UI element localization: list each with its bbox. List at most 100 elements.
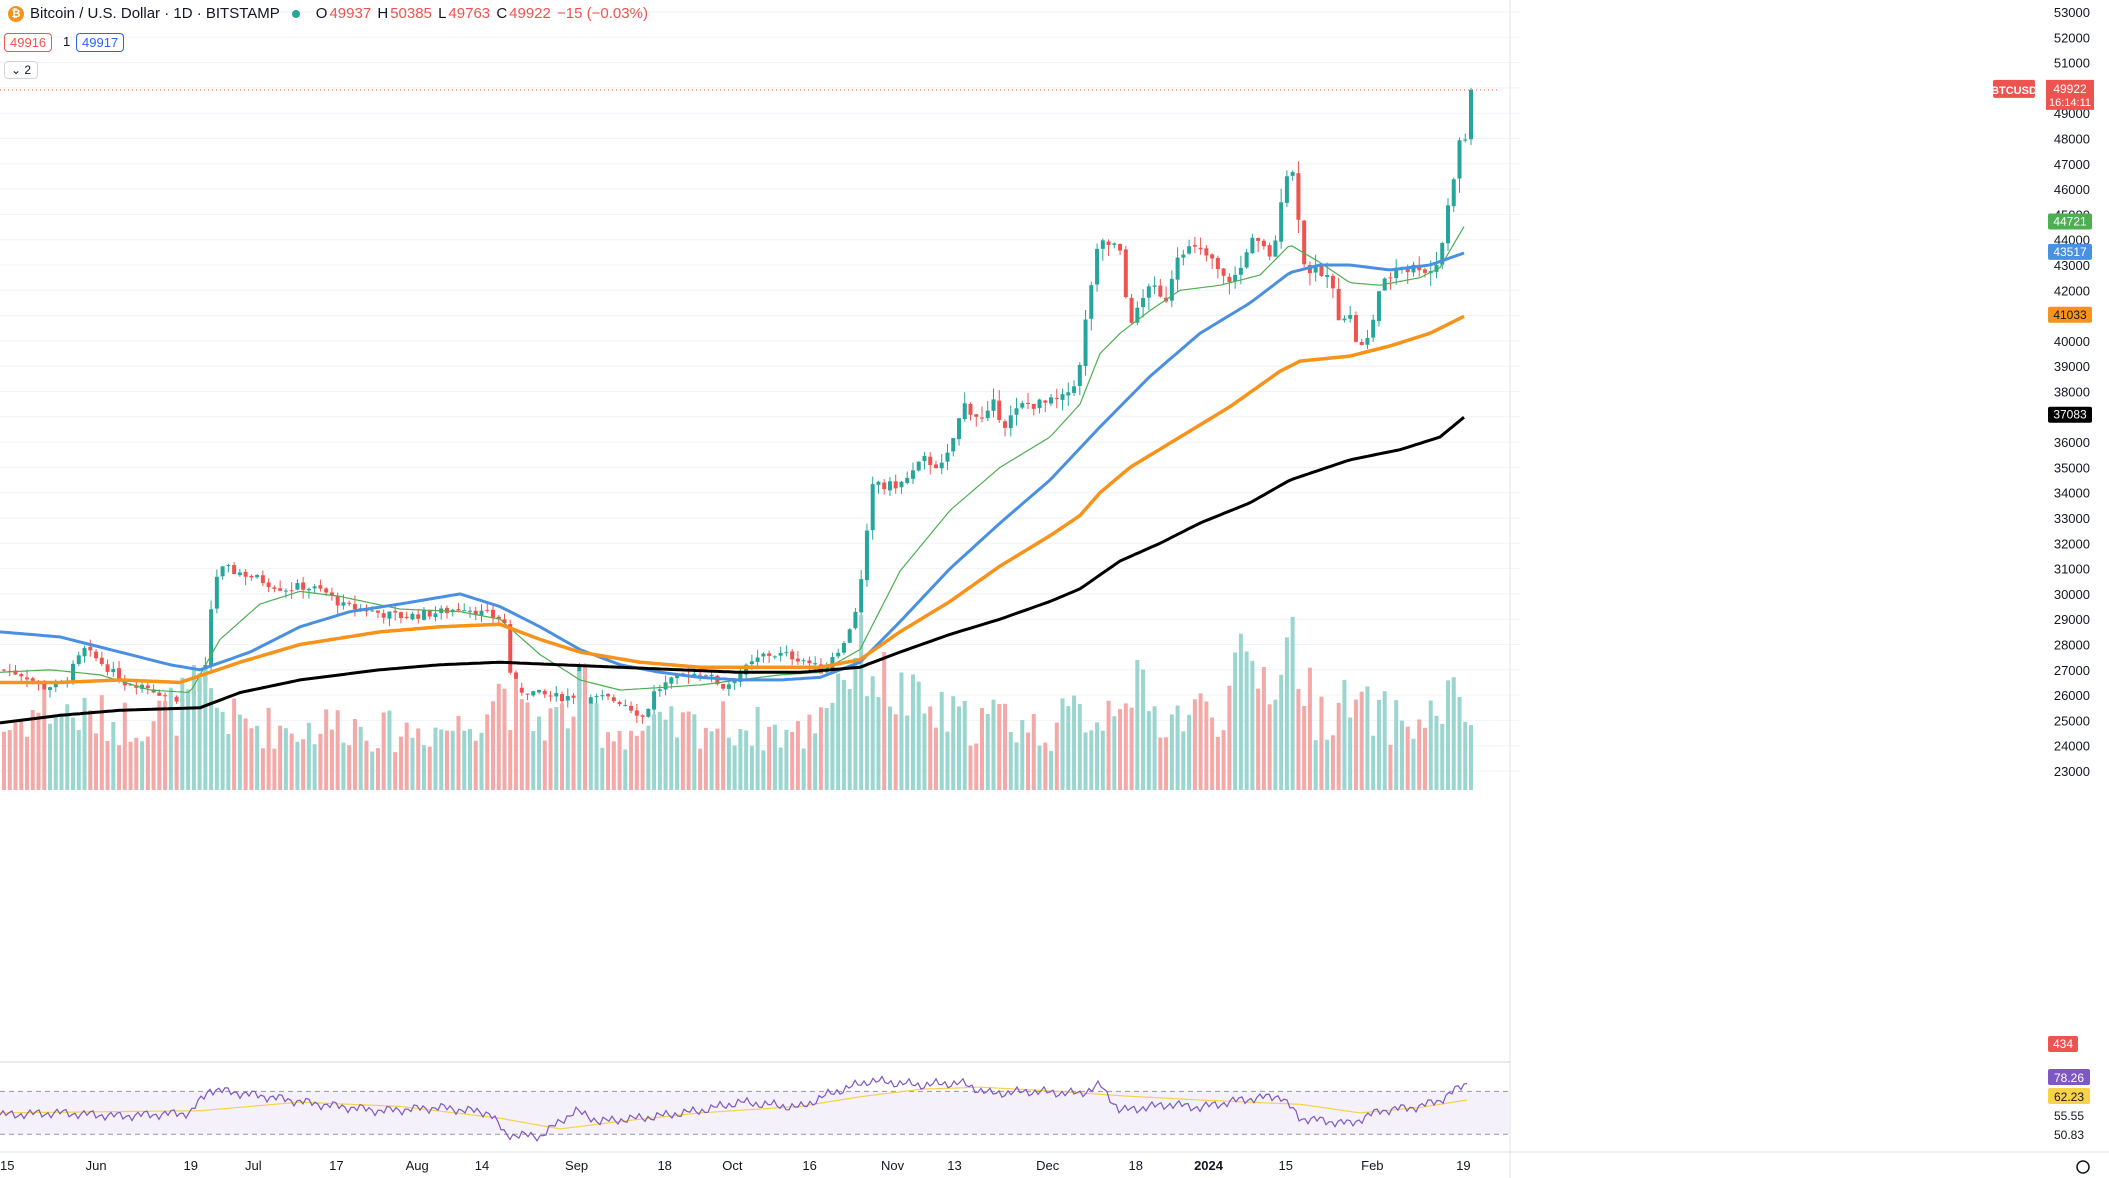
- time-tick-label: 15: [1278, 1158, 1292, 1173]
- volume-bar: [238, 715, 242, 790]
- volume-bar: [1319, 697, 1323, 790]
- candle: [462, 603, 466, 611]
- volume-bar: [566, 728, 570, 790]
- volume-bar: [37, 713, 41, 790]
- candle-body: [157, 693, 161, 696]
- volume-bar: [1032, 714, 1036, 790]
- candle: [790, 649, 794, 665]
- price-chart[interactable]: 5300052000510005000049000480004700046000…: [0, 0, 2109, 1178]
- candle: [83, 646, 87, 663]
- candle-body: [1233, 275, 1237, 281]
- volume-bar: [295, 742, 299, 790]
- bitcoin-coin-icon: ₿: [8, 6, 24, 22]
- volume-bar: [284, 728, 288, 790]
- chevron-down-icon: ⌄: [11, 63, 21, 77]
- candle-body: [646, 709, 650, 717]
- candle: [249, 574, 253, 580]
- candle-body: [618, 702, 622, 704]
- candle: [1049, 394, 1053, 406]
- candle-body: [669, 677, 673, 683]
- volume-bar: [1406, 727, 1410, 790]
- candle-body: [784, 652, 788, 653]
- candle-body: [1279, 202, 1283, 241]
- candle: [1101, 239, 1105, 261]
- volume-bar: [1331, 735, 1335, 790]
- candle: [612, 694, 616, 703]
- volume-bar: [1308, 668, 1312, 790]
- volume-bar: [1417, 719, 1421, 790]
- volume-bar: [865, 696, 869, 790]
- candle: [1411, 262, 1415, 277]
- candle: [94, 649, 98, 661]
- volume-bar: [871, 676, 875, 790]
- sell-button[interactable]: 49916: [4, 33, 52, 52]
- volume-bar: [905, 716, 909, 790]
- candle-body: [1130, 298, 1134, 323]
- candle-body: [238, 572, 242, 575]
- candle-body: [341, 602, 345, 605]
- ma-tag-label: 43517: [2053, 245, 2087, 259]
- candle-body: [290, 590, 294, 591]
- candle-body: [416, 614, 420, 618]
- candle: [1394, 259, 1398, 284]
- ma-line-ema200: [0, 417, 1464, 723]
- candle-body: [1268, 245, 1272, 256]
- candle-body: [393, 611, 397, 613]
- candle: [111, 662, 115, 677]
- volume-bar: [986, 714, 990, 790]
- candle: [1026, 393, 1030, 409]
- volume-bar: [572, 717, 576, 790]
- volume-bar: [416, 728, 420, 790]
- candle-body: [894, 481, 898, 488]
- candle: [1268, 243, 1272, 261]
- candle: [629, 701, 633, 713]
- candle-body: [1360, 342, 1364, 345]
- candle-body: [658, 689, 662, 691]
- volume-bar: [1383, 691, 1387, 790]
- volume-bar: [313, 744, 317, 790]
- candle: [1360, 339, 1364, 345]
- volume-bar: [1457, 697, 1461, 790]
- volume-bar: [180, 678, 184, 790]
- candle-body: [1222, 269, 1226, 276]
- volume-bar: [1452, 677, 1456, 790]
- candle: [733, 680, 737, 690]
- volume-bar: [669, 706, 673, 790]
- candle: [894, 475, 898, 494]
- candle-body: [106, 664, 110, 672]
- symbol-title[interactable]: Bitcoin / U.S. Dollar · 1D · BITSTAMP: [30, 5, 280, 22]
- volume-bar: [560, 703, 564, 790]
- candle-body: [1239, 268, 1243, 275]
- settings-gear-icon[interactable]: [2077, 1161, 2089, 1173]
- volume-bar: [1434, 716, 1438, 790]
- candle: [1291, 170, 1295, 180]
- candle-body: [479, 611, 483, 616]
- candle-body: [324, 588, 328, 592]
- candle: [566, 688, 570, 707]
- volume-bar: [652, 714, 656, 790]
- candle-body: [307, 589, 311, 590]
- volume-bar: [1423, 728, 1427, 790]
- candle-body: [88, 647, 92, 651]
- volume-bar: [456, 716, 460, 790]
- candle-body: [848, 629, 852, 642]
- candle: [272, 585, 276, 592]
- candle-body: [859, 579, 863, 612]
- candle-body: [865, 531, 869, 581]
- volume-bar: [1164, 737, 1168, 790]
- candle-body: [1049, 397, 1053, 403]
- volume-bar: [917, 682, 921, 790]
- last-price-value: 49922: [2053, 82, 2087, 96]
- price-tick-label: 30000: [2054, 587, 2090, 602]
- volume-bar: [761, 750, 765, 790]
- candle: [986, 401, 990, 421]
- candle-body: [422, 610, 426, 620]
- buy-button[interactable]: 49917: [76, 33, 124, 52]
- volume-bar: [784, 730, 788, 790]
- volume-bar: [140, 741, 144, 790]
- volume-bar: [1268, 704, 1272, 790]
- candle: [520, 683, 524, 696]
- indicators-toggle-button[interactable]: ⌄ 2: [4, 61, 38, 79]
- candle-body: [284, 591, 288, 592]
- price-tick-label: 32000: [2054, 536, 2090, 551]
